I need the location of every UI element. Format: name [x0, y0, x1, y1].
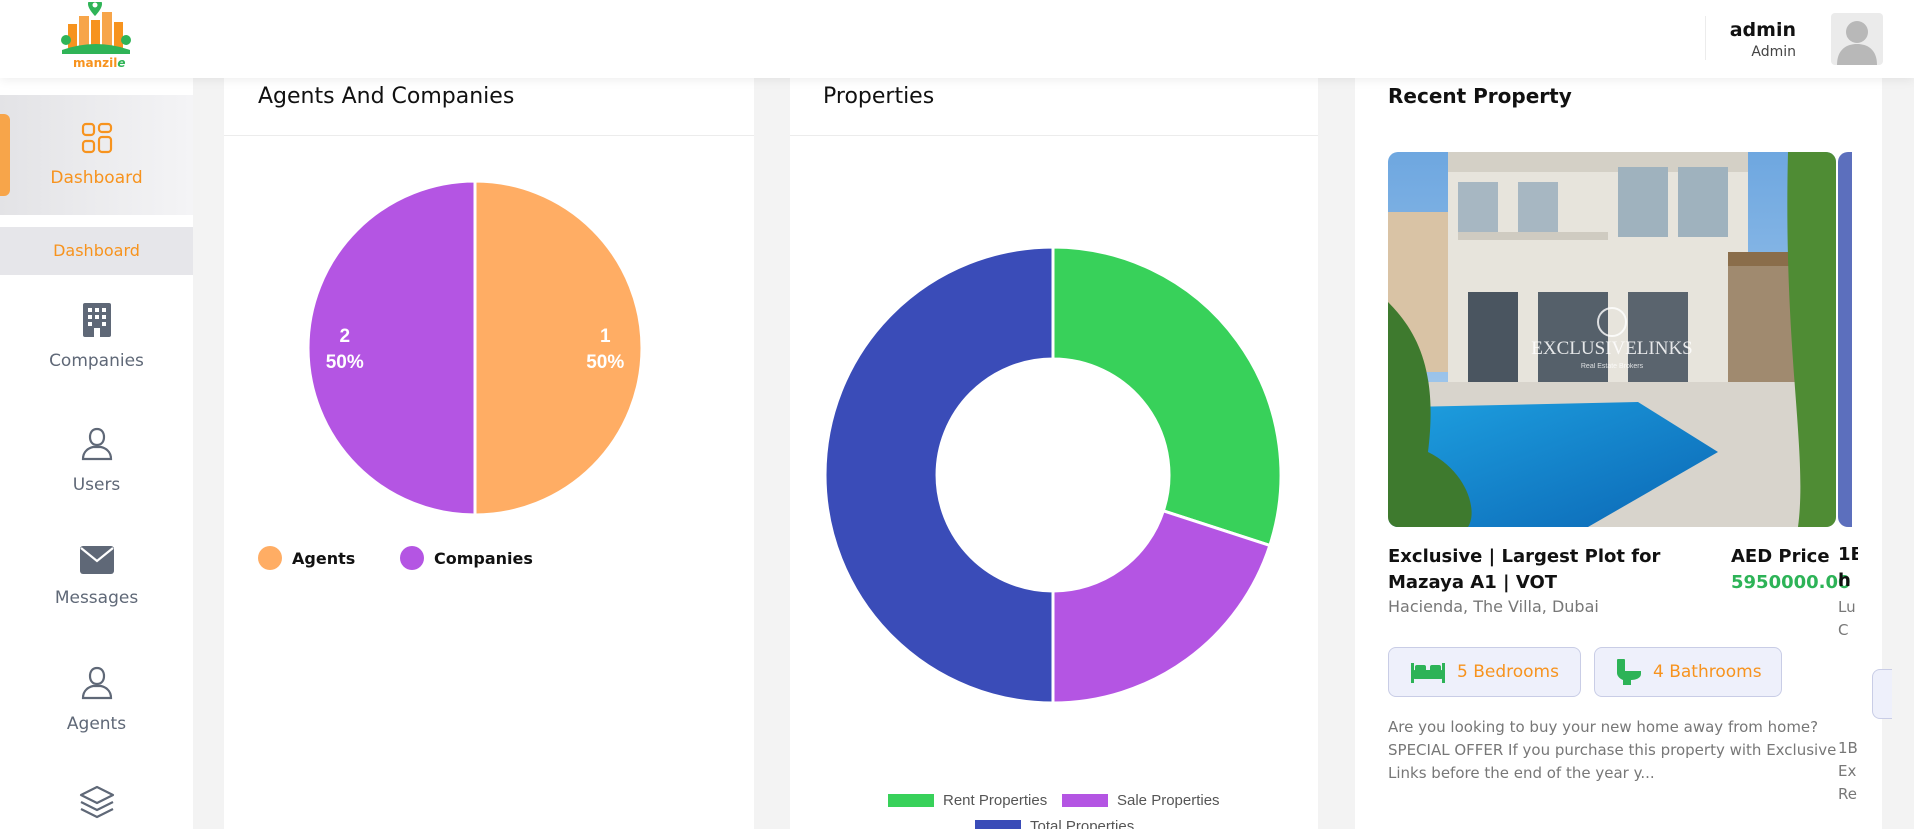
dashboard-icon: [81, 122, 112, 154]
property-image[interactable]: EXCLUSIVELINKS Real Estate Brokers: [1388, 152, 1836, 527]
legend-rent-properties[interactable]: Rent Properties: [888, 792, 1047, 809]
bathrooms-badge: 4 Bathrooms: [1594, 647, 1782, 697]
toilet-icon: [1617, 659, 1641, 685]
legend-label: Total Properties: [1030, 818, 1135, 829]
legend-companies[interactable]: Companies: [400, 546, 533, 570]
user-avatar-icon: [1837, 21, 1877, 65]
envelope-icon: [79, 546, 114, 574]
subnav-dashboard[interactable]: Dashboard: [0, 227, 193, 275]
next-property-desc-fragment: Re: [1838, 785, 1857, 803]
pie-slice-agents[interactable]: [473, 179, 644, 517]
legend-label: Agents: [292, 548, 356, 568]
legend-label: Sale Properties: [1117, 792, 1220, 809]
sidebar-item-messages[interactable]: Messages: [0, 546, 193, 608]
legend-label: Rent Properties: [943, 792, 1048, 809]
next-property-title-fragment[interactable]: h: [1838, 570, 1851, 591]
bedrooms-label: 5 Bedrooms: [1457, 662, 1559, 682]
next-property-title-fragment[interactable]: 1B: [1838, 544, 1858, 565]
pie-data-label: 1: [600, 326, 611, 347]
logo-text: manzile: [73, 56, 126, 70]
sidebar-item-label: Dashboard: [50, 168, 143, 188]
property-price: 5950000.00: [1731, 572, 1851, 593]
next-property-location-fragment: C: [1838, 621, 1849, 639]
agents-companies-pie-chart: 1 50% 2 50%: [306, 179, 644, 517]
user-icon: [81, 427, 112, 461]
manzile-logo[interactable]: [58, 2, 134, 74]
legend-swatch-total: [975, 820, 1021, 829]
property-description: Are you looking to buy your new home awa…: [1388, 718, 1837, 782]
pie-slice-total-properties[interactable]: [823, 245, 1055, 705]
layers-icon: [79, 785, 114, 819]
sidebar-item-label: Agents: [66, 714, 127, 734]
bedrooms-badge: 5 Bedrooms: [1388, 647, 1581, 697]
pie-slice-rent-properties[interactable]: [1051, 245, 1283, 548]
legend-swatch-agents: [258, 546, 282, 570]
properties-donut-chart: [823, 245, 1283, 705]
pie-slice-sale-properties[interactable]: [1051, 508, 1272, 705]
pie-data-label: 2: [339, 326, 350, 347]
legend-label: Companies: [434, 548, 533, 568]
sidebar-item-label: Companies: [49, 351, 144, 371]
legend-swatch-rent: [888, 794, 934, 807]
legend-total-properties[interactable]: Total Properties: [975, 818, 1134, 829]
sidebar-item-label: Messages: [54, 588, 139, 608]
agents-card-title: Agents And Companies: [258, 84, 515, 109]
sidebar-item-agents[interactable]: Agents: [0, 666, 193, 734]
next-property-image[interactable]: [1838, 152, 1852, 527]
avatar[interactable]: [1831, 13, 1883, 65]
pie-percent-label: 50%: [326, 352, 364, 373]
sidebar-item-layers[interactable]: [0, 785, 193, 819]
properties-card-title: Properties: [823, 84, 935, 109]
bed-icon: [1411, 663, 1445, 683]
sidebar-item-label: Users: [72, 475, 121, 495]
sidebar-active-highlight: [0, 95, 193, 215]
price-label: AED Price: [1731, 546, 1830, 567]
bathrooms-label: 4 Bathrooms: [1653, 662, 1762, 682]
recent-property-title: Recent Property: [1388, 84, 1572, 108]
next-property-desc-fragment: 1B: [1838, 739, 1858, 757]
sidebar-item-dashboard[interactable]: Dashboard: [0, 122, 193, 188]
user-role: Admin: [1751, 44, 1796, 60]
next-property-location-fragment: Lu: [1838, 598, 1856, 616]
top-header: manzile admin Admin: [0, 0, 1914, 78]
card-divider: [790, 135, 1318, 136]
svg-text:Real Estate Brokers: Real Estate Brokers: [1581, 363, 1644, 370]
sidebar-active-indicator: [0, 114, 10, 196]
building-icon: [82, 303, 111, 337]
sidebar-item-companies[interactable]: Companies: [0, 303, 193, 371]
pie-percent-label: 50%: [586, 352, 624, 373]
villa-photo: EXCLUSIVELINKS Real Estate Brokers: [1388, 152, 1836, 527]
sidebar-item-users[interactable]: Users: [0, 427, 193, 495]
legend-swatch-sale: [1062, 794, 1108, 807]
user-icon: [81, 666, 112, 700]
legend-agents[interactable]: Agents: [258, 546, 355, 570]
legend-sale-properties[interactable]: Sale Properties: [1062, 792, 1220, 809]
legend-swatch-companies: [400, 546, 424, 570]
user-name[interactable]: admin: [1729, 19, 1796, 41]
header-divider: [1705, 16, 1706, 60]
property-title[interactable]: Exclusive | Largest Plot for Mazaya A1 |…: [1388, 546, 1661, 593]
pie-slice-companies[interactable]: [306, 179, 477, 517]
card-divider: [224, 135, 754, 136]
next-property-desc-fragment: Ex: [1838, 762, 1857, 780]
svg-text:EXCLUSIVELINKS: EXCLUSIVELINKS: [1531, 338, 1693, 359]
next-property-badge: [1872, 669, 1892, 719]
property-location: Hacienda, The Villa, Dubai: [1388, 597, 1599, 616]
